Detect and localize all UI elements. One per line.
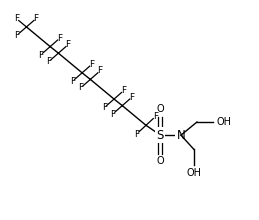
Text: O: O xyxy=(156,156,164,166)
Text: F: F xyxy=(57,34,62,43)
Text: F: F xyxy=(97,66,103,75)
Text: F: F xyxy=(102,103,107,112)
Text: F: F xyxy=(134,130,139,139)
Text: O: O xyxy=(156,104,164,114)
Text: F: F xyxy=(46,57,51,66)
Text: F: F xyxy=(78,83,83,92)
Text: F: F xyxy=(89,60,94,69)
Text: OH: OH xyxy=(186,168,201,178)
Text: F: F xyxy=(14,31,19,40)
Text: N: N xyxy=(177,129,185,142)
Text: F: F xyxy=(66,40,71,49)
Text: OH: OH xyxy=(216,117,231,127)
Text: F: F xyxy=(34,14,39,23)
Text: S: S xyxy=(157,129,164,142)
Text: F: F xyxy=(38,51,43,60)
Text: F: F xyxy=(70,77,75,86)
Text: F: F xyxy=(14,14,19,23)
Text: F: F xyxy=(121,86,126,95)
Text: F: F xyxy=(130,93,134,102)
Text: F: F xyxy=(153,112,158,121)
Text: F: F xyxy=(110,110,115,119)
